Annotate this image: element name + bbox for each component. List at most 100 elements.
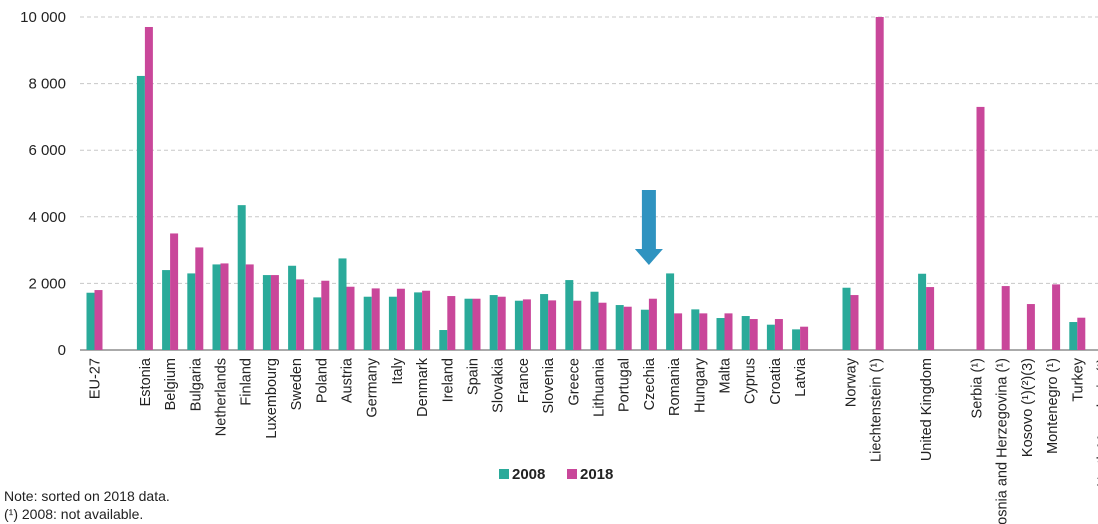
bar-2008	[212, 264, 221, 350]
category-label: Estonia	[138, 357, 154, 406]
category-label: Denmark	[415, 357, 431, 417]
bar-2018	[724, 313, 733, 350]
category-label: Montenegro (¹)	[1045, 358, 1061, 454]
bar-2008	[590, 291, 599, 350]
bar-2008	[766, 324, 775, 350]
y-tick-label: 8 000	[28, 76, 66, 93]
category-label: Croatia	[768, 357, 784, 405]
bar-2008	[162, 270, 171, 350]
arrow-shaft	[641, 190, 656, 249]
bar-2008	[1069, 322, 1078, 350]
category-label: Slovenia	[541, 357, 557, 414]
legend-label-2018: 2018	[580, 466, 613, 483]
category-label: Netherlands	[214, 358, 230, 436]
category-label: Belgium	[163, 358, 179, 410]
bar-2018	[296, 279, 305, 350]
category-label: Bulgaria	[188, 357, 204, 411]
category-label: Germany	[365, 357, 381, 417]
bar-2018	[396, 288, 405, 350]
bar-2008	[792, 329, 801, 350]
bar-2018	[976, 106, 985, 350]
category-label: Slovakia	[491, 357, 507, 413]
bar-2008	[313, 297, 322, 350]
category-label: Greece	[566, 358, 582, 406]
bar-2018	[1026, 304, 1035, 350]
gridlines	[80, 16, 1098, 351]
bar-2018	[598, 302, 607, 350]
category-label: Latvia	[793, 357, 809, 397]
category-label: Romania	[667, 357, 683, 416]
category-label: Norway	[844, 357, 860, 407]
category-label: Bosnia and Herzegovina (¹)	[995, 358, 1011, 524]
category-label: Portugal	[617, 358, 633, 412]
bar-2008	[514, 300, 523, 350]
bar-2018	[623, 306, 632, 350]
bar-2018	[245, 264, 254, 350]
y-tick-label: 0	[58, 342, 66, 359]
bar-2008	[262, 275, 271, 350]
category-label: Poland	[314, 358, 330, 403]
category-label: Austria	[340, 357, 356, 403]
category-label: Serbia (¹)	[970, 358, 986, 418]
category-label: United Kingdom	[919, 358, 935, 461]
legend-swatch-2008	[499, 469, 509, 479]
category-label: Luxembourg	[264, 358, 280, 439]
category-label: Italy	[390, 357, 406, 384]
bar-2018	[699, 313, 708, 350]
category-label: Czechia	[642, 357, 658, 410]
category-label: Cyprus	[743, 358, 759, 404]
bar-2008	[388, 296, 397, 350]
bar-2008	[363, 296, 372, 350]
highlight-arrow-icon	[634, 190, 663, 265]
note-footnote-1: (¹) 2008: not available.	[4, 506, 144, 522]
bar-2018	[170, 233, 179, 350]
bar-2018	[346, 286, 355, 350]
bar-2018	[321, 280, 330, 350]
category-label: Turkey	[1070, 357, 1086, 402]
bar-2008	[842, 287, 851, 350]
bar-2008	[464, 298, 473, 350]
bar-2018	[94, 290, 103, 350]
y-axis-tick-labels: 0 2 000 4 000 6 000 8 000 10 000	[20, 9, 66, 359]
bar-2018	[447, 296, 456, 350]
arrow-head	[634, 249, 663, 265]
bar-2018	[800, 326, 809, 350]
bar-2018	[270, 275, 279, 350]
bar-2008	[666, 273, 675, 350]
bar-2018	[875, 17, 884, 350]
bar-2008	[338, 258, 347, 350]
category-label: Kosovo (¹)(²)(3)	[1020, 358, 1036, 457]
bar-2018	[774, 319, 783, 350]
legend-label-2008: 2008	[512, 466, 545, 483]
bar-2018	[1001, 286, 1010, 350]
y-tick-label: 6 000	[28, 142, 66, 159]
bar-2008	[640, 309, 649, 350]
category-label: Hungary	[692, 357, 708, 413]
bar-2018	[371, 288, 380, 350]
category-label: North Macedonia (¹)	[1096, 358, 1098, 487]
category-label: Ireland	[440, 358, 456, 402]
bar-2008	[86, 292, 95, 350]
bar-2018	[422, 290, 431, 350]
note-sorted: Note: sorted on 2018 data.	[4, 488, 170, 504]
bar-2018	[573, 300, 582, 350]
bar-2018	[926, 287, 935, 350]
bar-2018	[195, 247, 204, 350]
bar-2018	[220, 263, 229, 350]
bar-2008	[288, 265, 297, 350]
bars	[86, 17, 1086, 351]
bar-2008	[918, 273, 927, 350]
bar-2018	[674, 313, 683, 350]
bar-2008	[187, 273, 196, 350]
category-label: EU-27	[88, 358, 104, 399]
bar-2018	[548, 300, 557, 350]
y-tick-label: 2 000	[28, 275, 66, 292]
bar-2008	[691, 309, 700, 350]
category-label: Finland	[239, 358, 255, 406]
bar-2008	[489, 295, 498, 350]
bar-2008	[414, 292, 423, 350]
bar-2018	[144, 26, 153, 351]
bar-2008	[565, 280, 574, 350]
legend: 2008 2018	[499, 466, 613, 483]
